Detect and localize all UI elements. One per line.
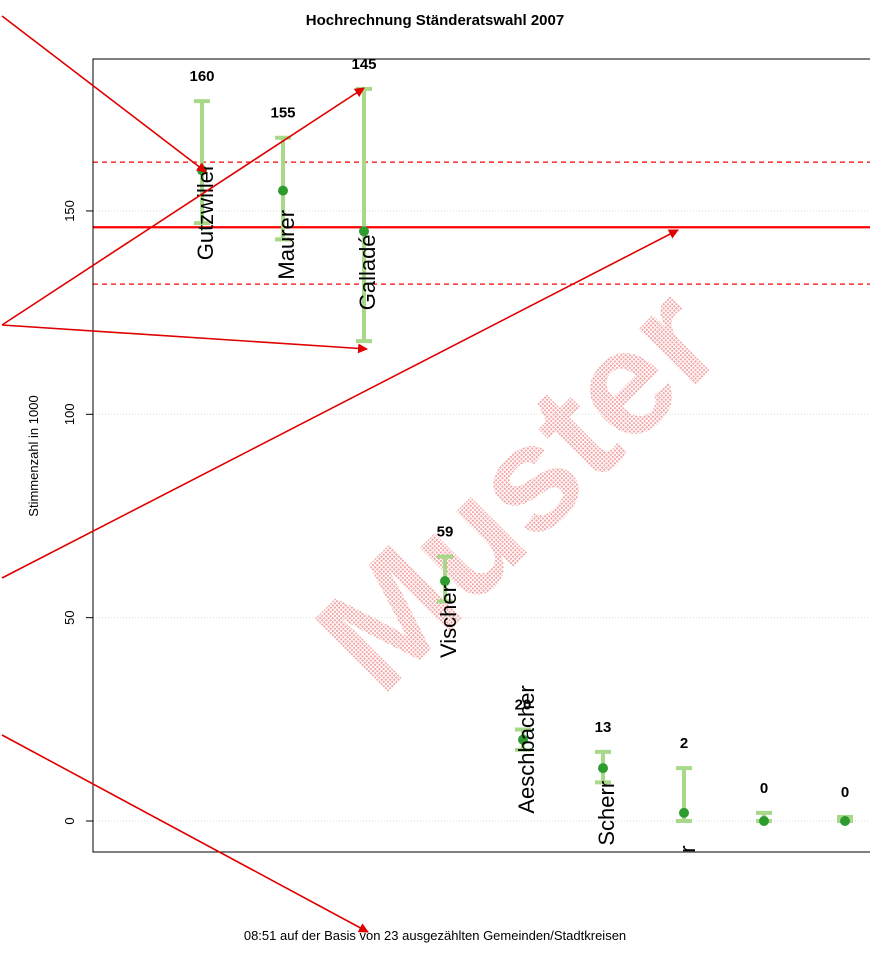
category-label: ikli [836,881,861,907]
value-label: 59 [437,524,454,541]
category-label: äfler [755,864,780,907]
arrow-4 [1,229,679,579]
category-label: Gutzwiller [193,164,218,261]
data-point [598,763,608,774]
value-label: 0 [841,784,849,801]
value-label: 160 [189,68,214,85]
data-point [840,816,850,826]
arrow-3 [1,324,368,354]
arrow-5 [1,734,369,933]
y-tick-label: 150 [62,200,77,222]
data-point [440,576,450,587]
arrow-2 [1,87,365,326]
data-point [518,734,528,745]
chart-title: Hochrechnung Ständeratswahl 2007 [305,12,565,29]
data-point [679,807,689,818]
data-point [359,226,369,237]
value-label: 155 [270,105,295,122]
y-tick-label: 100 [62,403,77,425]
value-label: 0 [760,780,768,797]
value-label: 13 [595,719,612,736]
value-label: 145 [351,56,376,73]
category-label: iener [675,845,700,894]
category-label: Scherr [594,781,619,846]
category-label: Maurer [274,210,299,280]
y-tick-label: 50 [62,610,77,624]
category-label: Galladé [355,234,380,310]
data-point [278,185,288,196]
data-point [759,816,769,826]
watermark: Muster [285,255,752,722]
arrow-1 [1,15,207,173]
category-label: Aeschbacher [514,685,539,813]
annotation-arrows [1,15,679,933]
y-tick-label: 0 [62,817,77,824]
value-label: 2 [680,735,688,752]
category-label: Vischer [436,585,461,658]
y-axis-label: Stimmenzahl in 1000 [26,395,41,516]
value-label: 20 [515,696,532,713]
chart-footer: 08:51 auf der Basis von 23 ausgezählten … [243,928,627,943]
